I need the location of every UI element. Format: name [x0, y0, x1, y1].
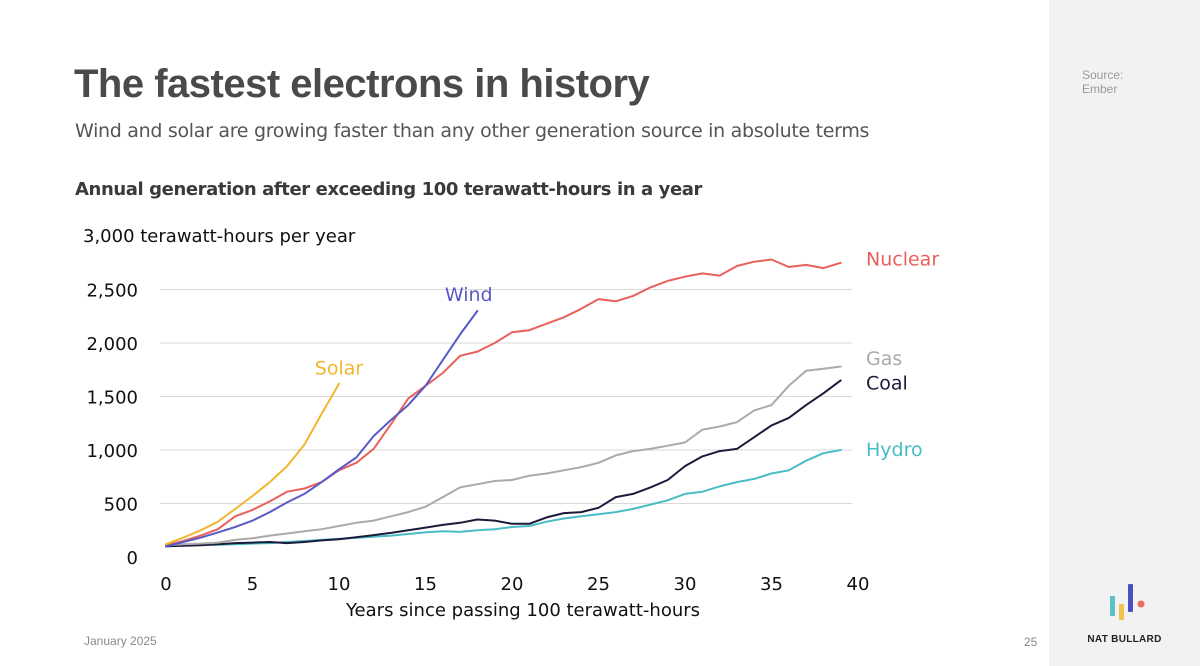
- brand-name: NAT BULLARD: [1087, 634, 1162, 645]
- page-subtitle: Wind and solar are growing faster than a…: [75, 120, 870, 142]
- logo-bar-1: [1110, 596, 1115, 616]
- series-label-solar: Solar: [315, 358, 364, 380]
- y-tick-label: 1,500: [86, 388, 138, 409]
- y-tick-label: 0: [127, 548, 138, 569]
- series-line-gas: [165, 365, 842, 547]
- page-number: 25: [1024, 635, 1038, 649]
- source-label: Source:: [1082, 68, 1124, 82]
- series-label-hydro: Hydro: [866, 439, 923, 461]
- x-tick-label: 40: [847, 574, 870, 595]
- series-label-nuclear: Nuclear: [866, 249, 939, 271]
- sidebar-panel: [1049, 0, 1200, 666]
- x-tick-label: 20: [501, 574, 524, 595]
- brand-logo-icon: [1110, 584, 1145, 620]
- series-line-coal: [165, 379, 842, 548]
- line-chart: 0 500 1,000 1,500 2,000 2,500 0 5 10 15 20 25 30 35 40…: [83, 226, 939, 621]
- logo-dot: [1137, 600, 1145, 608]
- logo-bar-3: [1128, 584, 1133, 612]
- series-label-wind: Wind: [445, 284, 493, 306]
- series-line-nuclear: [165, 258, 842, 547]
- page-title: The fastest electrons in history: [74, 62, 650, 106]
- x-tick-label: 30: [674, 574, 697, 595]
- x-tick-label: 35: [760, 574, 783, 595]
- y-tick-label: 2,000: [86, 334, 138, 355]
- x-tick-label: 10: [328, 574, 351, 595]
- x-tick-label: 15: [414, 574, 437, 595]
- y-axis-label: 3,000 terawatt-hours per year: [83, 226, 356, 247]
- y-tick-label: 500: [104, 495, 138, 516]
- logo-bar-2: [1119, 604, 1124, 620]
- series-line-hydro: [165, 449, 842, 548]
- series-line-wind: [165, 309, 479, 548]
- x-tick-label: 25: [587, 574, 610, 595]
- series-label-coal: Coal: [866, 373, 908, 395]
- x-tick-label: 0: [160, 574, 171, 595]
- series-line-solar: [165, 382, 340, 546]
- footer-date: January 2025: [84, 634, 157, 648]
- series-label-gas: Gas: [866, 348, 902, 370]
- chart-heading: Annual generation after exceeding 100 te…: [75, 179, 702, 200]
- source-name: Ember: [1082, 82, 1118, 96]
- y-tick-label: 1,000: [86, 441, 138, 462]
- x-tick-label: 5: [247, 574, 258, 595]
- y-tick-label: 2,500: [86, 281, 138, 302]
- x-axis-label: Years since passing 100 terawatt-hours: [345, 600, 700, 621]
- source-note: Source: Ember: [1082, 68, 1123, 96]
